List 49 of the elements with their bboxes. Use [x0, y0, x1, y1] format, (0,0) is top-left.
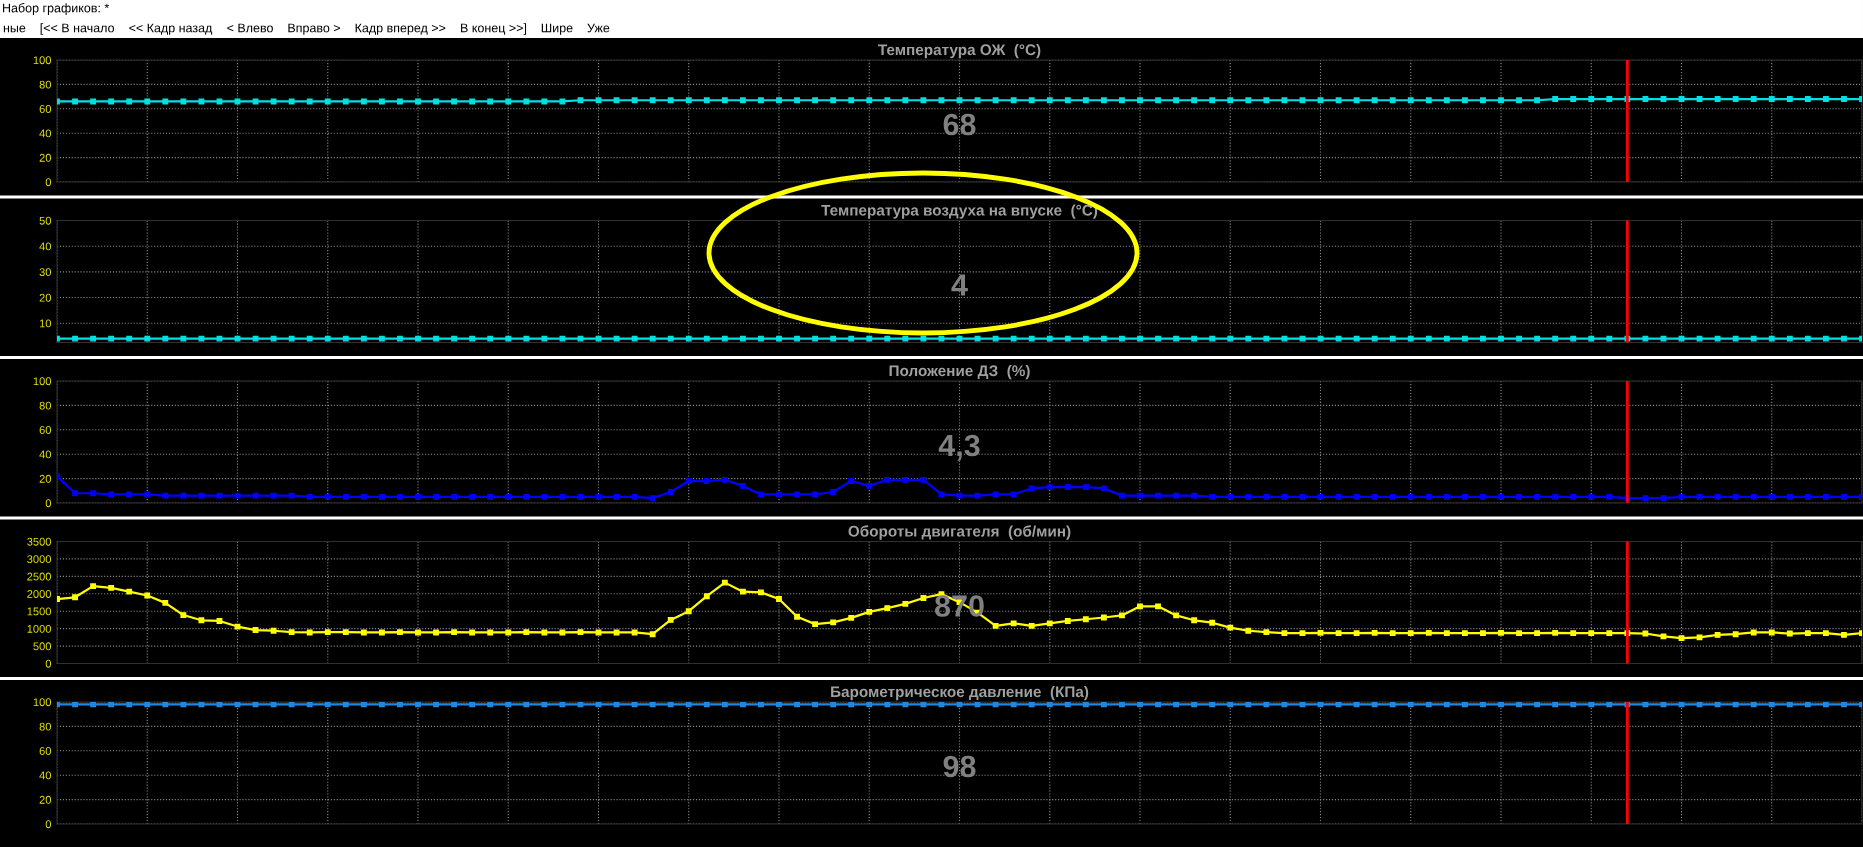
- y-tick-label: 30: [39, 268, 52, 276]
- text: << Кадр назад: [129, 23, 213, 35]
- y-tick-label: 500: [33, 642, 52, 651]
- y-tick-label: 20: [39, 293, 52, 302]
- text: Уже: [587, 23, 610, 33]
- y-tick-label: 60: [39, 105, 52, 113]
- y-tick-label: 3000: [27, 555, 52, 564]
- y-tick-label: 100: [33, 698, 52, 707]
- annotation: 68: [943, 113, 976, 136]
- y-tick-label: 60: [39, 747, 52, 755]
- y-tick-label: 100: [33, 377, 52, 386]
- y-tick-label: 0: [45, 178, 52, 187]
- y-tick-label: 20: [39, 153, 52, 162]
- annotation: 4: [951, 274, 968, 296]
- y-tick-label: 100: [33, 56, 52, 65]
- y-tick-label: 1500: [27, 607, 52, 616]
- text: Набор графиков: *: [3, 3, 110, 15]
- annotation: 98: [943, 755, 976, 778]
- text: Шире: [541, 23, 573, 35]
- y-tick-label: 0: [45, 820, 52, 829]
- text: Вправо >: [288, 23, 340, 35]
- y-tick-label: 50: [39, 216, 52, 225]
- y-tick-label: 40: [39, 242, 52, 251]
- y-tick-label: 10: [39, 319, 52, 328]
- y-tick-label: 40: [39, 771, 52, 780]
- y-tick-label: 0: [45, 499, 52, 508]
- text: Кадр вперед >>: [355, 23, 446, 35]
- text: ные: [3, 25, 26, 33]
- y-tick-label: 80: [39, 401, 52, 410]
- y-tick-label: 0: [45, 659, 52, 668]
- y-tick-label: 60: [39, 426, 52, 434]
- text: В конец >>]: [461, 23, 527, 35]
- y-tick-label: 40: [39, 450, 52, 459]
- y-tick-label: 1000: [27, 624, 52, 633]
- y-tick-label: 2500: [27, 572, 52, 581]
- chart-title: Обороты двигателя (об/мин): [848, 525, 1071, 540]
- y-tick-label: 20: [39, 474, 52, 483]
- y-tick-label: 2000: [27, 590, 52, 598]
- y-tick-label: 80: [39, 80, 52, 89]
- chart-title: Положение ДЗ (%): [889, 364, 1030, 380]
- text: [<< В начало: [40, 23, 115, 35]
- y-tick-label: 20: [39, 795, 52, 804]
- y-tick-label: 3500: [27, 537, 52, 546]
- y-tick-label: 80: [39, 722, 52, 731]
- y-tick-label: 40: [39, 129, 52, 138]
- chart-title: Температура ОЖ (°C): [878, 43, 1041, 59]
- text: < Влево: [227, 23, 273, 33]
- annotation: 4,3: [938, 434, 980, 461]
- chart-title: Барометрическое давление (КПа): [831, 685, 1089, 701]
